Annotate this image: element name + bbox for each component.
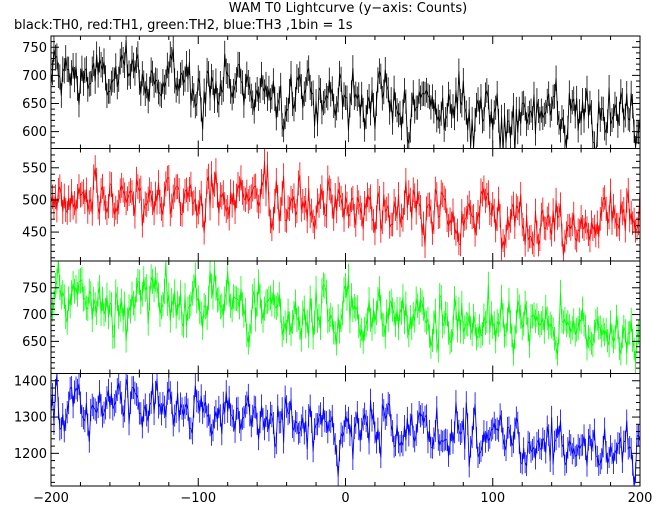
y-tick-label: 750 (22, 41, 47, 56)
panel-th1: 450 500 550 (22, 148, 641, 262)
y-tick-label: 600 (22, 125, 47, 140)
y-tick-label: 750 (22, 281, 47, 296)
series-th1-line (51, 161, 640, 256)
y-tick-label: 450 (22, 226, 47, 241)
x-tick-label: 100 (480, 491, 505, 505)
panel-th0: 600 650 700 750 (22, 35, 641, 149)
y-tick-label: 1200 (14, 447, 47, 462)
x-tick-label: −100 (180, 491, 216, 505)
x-tick-label: 0 (341, 491, 349, 505)
x-tick-label: −200 (33, 491, 69, 505)
chart-subtitle: black:TH0, red:TH1, green:TH2, blue:TH3 … (14, 18, 353, 33)
panels: 600 650 700 750 450 500 550 650 700 750 1200 1300 14… (14, 35, 641, 487)
y-tick-label: 650 (22, 97, 47, 112)
series-th3-line (51, 373, 640, 486)
x-axis: −200 −100 0 100 200 (33, 491, 652, 505)
y-tick-label: 650 (22, 335, 47, 350)
y-tick-label: 500 (22, 193, 47, 208)
x-tick-label: 200 (628, 491, 653, 505)
y-tick-label: 700 (22, 308, 47, 323)
y-tick-label: 700 (22, 69, 47, 84)
series-th1-errorbars (51, 148, 640, 261)
chart-title: WAM T0 Lightcurve (y−axis: Counts) (229, 1, 467, 16)
y-tick-label: 1300 (14, 411, 47, 426)
panel-th2: 650 700 750 (22, 260, 641, 374)
y-tick-label: 1400 (14, 374, 47, 389)
series-th0-line (51, 39, 640, 149)
panel-th3: 1200 1300 1400 (14, 373, 641, 487)
y-tick-label: 550 (22, 161, 47, 176)
series-th2-line (51, 261, 640, 363)
